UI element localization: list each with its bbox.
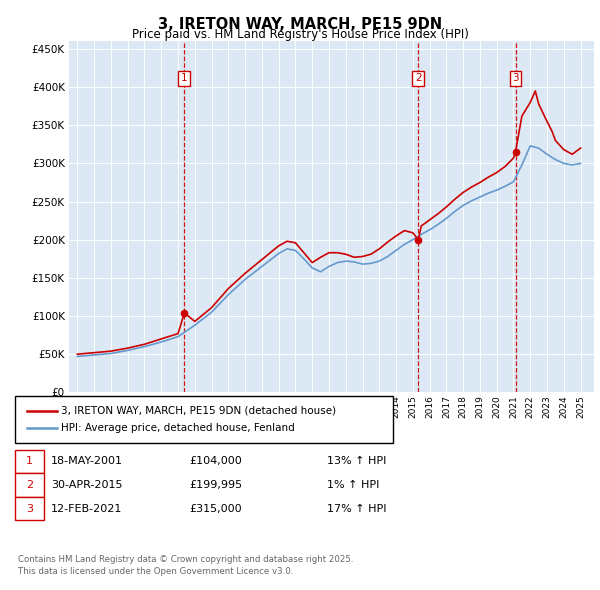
Text: 2: 2 [26,480,33,490]
Text: 17% ↑ HPI: 17% ↑ HPI [327,504,386,513]
Text: 3: 3 [26,504,33,513]
Text: £104,000: £104,000 [189,457,242,466]
Text: 2: 2 [415,73,422,83]
Text: HPI: Average price, detached house, Fenland: HPI: Average price, detached house, Fenl… [61,423,295,433]
Text: 1: 1 [26,457,33,466]
Text: 3: 3 [512,73,519,83]
Text: 1% ↑ HPI: 1% ↑ HPI [327,480,379,490]
Text: 12-FEB-2021: 12-FEB-2021 [51,504,122,513]
Text: 18-MAY-2001: 18-MAY-2001 [51,457,123,466]
Text: 13% ↑ HPI: 13% ↑ HPI [327,457,386,466]
Text: £199,995: £199,995 [189,480,242,490]
Text: Contains HM Land Registry data © Crown copyright and database right 2025.
This d: Contains HM Land Registry data © Crown c… [18,555,353,576]
Text: Price paid vs. HM Land Registry's House Price Index (HPI): Price paid vs. HM Land Registry's House … [131,28,469,41]
Text: 3, IRETON WAY, MARCH, PE15 9DN: 3, IRETON WAY, MARCH, PE15 9DN [158,17,442,31]
Text: £315,000: £315,000 [189,504,242,513]
Text: 30-APR-2015: 30-APR-2015 [51,480,122,490]
Text: 1: 1 [181,73,188,83]
Text: 3, IRETON WAY, MARCH, PE15 9DN (detached house): 3, IRETON WAY, MARCH, PE15 9DN (detached… [61,406,337,416]
